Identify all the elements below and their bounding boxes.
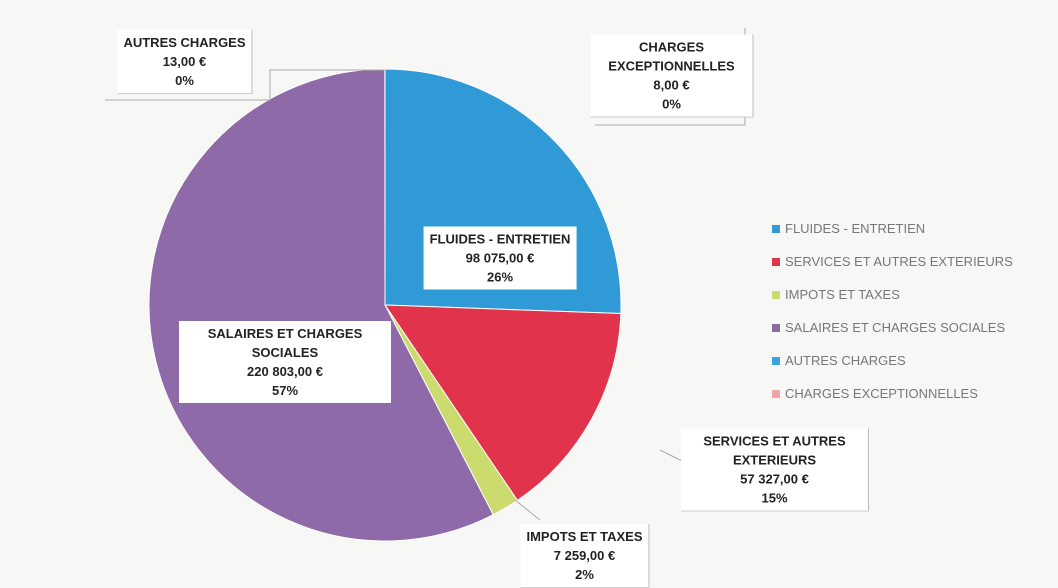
data-label: SALAIRES ET CHARGES SOCIALES 220 803,00 €… [179, 321, 391, 403]
legend-label: CHARGES EXCEPTIONNELLES [785, 386, 978, 401]
legend-label: FLUIDES - ENTRETIEN [785, 221, 926, 236]
label-value: 7 259,00 € [553, 548, 616, 563]
label-percent: 0% [662, 96, 681, 112]
pie-slice [384, 304, 622, 502]
label-category: FLUIDES - ENTRETIEN [429, 231, 571, 247]
leader-line [105, 69, 385, 101]
legend-swatch [772, 290, 780, 299]
label-value: 57 327,00 € [740, 471, 809, 487]
pie-slice [148, 68, 494, 542]
data-label: IMPOTS ET TAXES 7 259,00 € 2% [520, 524, 650, 588]
data-label: AUTRES CHARGES 13,00 € 0% [117, 30, 253, 94]
label-category: CHARGES EXCEPTIONNELLES [608, 39, 735, 74]
data-label: FLUIDES - ENTRETIEN 98 075,00 € 26% [423, 226, 577, 290]
legend-label: IMPOTS ET TAXES [785, 287, 900, 302]
label-value: 8,00 € [653, 77, 690, 93]
legend-item: CHARGES EXCEPTIONNELLES [772, 377, 1013, 410]
label-value: 220 803,00 € [247, 364, 323, 379]
label-category: AUTRES CHARGES [123, 35, 246, 50]
legend-item: SALAIRES ET CHARGES SOCIALES [772, 311, 1013, 344]
label-percent: 15% [761, 490, 788, 506]
data-label: CHARGES EXCEPTIONNELLES 8,00 € 0% [590, 34, 754, 118]
data-label: SERVICES ET AUTRES EXTERIEURS 57 327,00 €… [681, 428, 869, 512]
legend-swatch [772, 224, 780, 233]
legend-item: AUTRES CHARGES [772, 344, 1013, 377]
legend-label: SERVICES ET AUTRES EXTERIEURS [785, 254, 1013, 269]
legend-swatch [772, 257, 780, 266]
legend-item: IMPOTS ET TAXES [772, 278, 1013, 311]
legend-item: SERVICES ET AUTRES EXTERIEURS [772, 245, 1013, 278]
label-percent: 2% [575, 567, 594, 582]
leader-line [514, 499, 541, 521]
legend: FLUIDES - ENTRETIEN SERVICES ET AUTRES EX… [772, 212, 1013, 410]
legend-swatch [772, 323, 780, 332]
legend-label: SALAIRES ET CHARGES SOCIALES [785, 320, 1006, 335]
label-value: 13,00 € [162, 54, 207, 69]
label-category: SERVICES ET AUTRES EXTERIEURS [703, 433, 846, 468]
legend-item: FLUIDES - ENTRETIEN [772, 212, 1013, 245]
legend-swatch [772, 356, 780, 365]
label-value: 98 075,00 € [465, 250, 535, 266]
pie [148, 68, 622, 542]
legend-swatch [772, 389, 780, 398]
label-category: SALAIRES ET CHARGES SOCIALES [207, 326, 363, 360]
legend-label: AUTRES CHARGES [785, 353, 906, 368]
label-category: IMPOTS ET TAXES [526, 529, 643, 544]
label-percent: 57% [271, 383, 299, 398]
label-percent: 0% [175, 73, 194, 88]
label-percent: 26% [486, 269, 514, 285]
